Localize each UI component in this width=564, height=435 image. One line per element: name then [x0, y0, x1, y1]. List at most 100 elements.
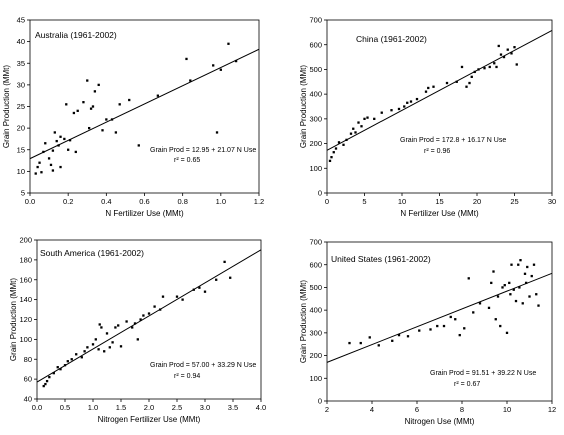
data-point [468, 81, 471, 85]
data-point [47, 157, 51, 160]
data-point [521, 302, 524, 305]
data-point [234, 59, 238, 63]
x-tick-label: 30 [548, 197, 556, 206]
data-point [185, 57, 188, 61]
data-point [175, 295, 179, 298]
data-point [337, 141, 341, 144]
data-point [114, 131, 118, 134]
data-point [477, 68, 480, 71]
data-point [334, 147, 338, 150]
data-point [391, 339, 394, 342]
data-point [53, 131, 56, 134]
regression-equation: Grain Prod = 172.8 + 16.17 N Use [400, 137, 506, 144]
data-point [499, 53, 503, 56]
data-point [192, 288, 195, 291]
data-point [181, 298, 184, 301]
x-tick-label: 0.5 [60, 403, 70, 412]
y-tick-label: 300 [309, 328, 322, 337]
data-point [478, 302, 482, 305]
x-tick-label: 1.5 [116, 403, 126, 412]
x-tick-label: 3.0 [200, 403, 210, 412]
data-point [72, 111, 76, 115]
data-point [51, 149, 55, 152]
data-point [332, 151, 335, 154]
regression-equation: Grain Prod = 57.00 + 33.29 N Use [150, 362, 256, 369]
r-squared: r² = 0.94 [174, 373, 200, 380]
y-tick-label: 0 [318, 189, 322, 198]
chart-panel: 2 4 6 8 10 12 0 100 200 300 400 500 600 700 United Sta… [299, 238, 556, 426]
x-tick-label: 0.8 [177, 197, 187, 206]
data-point [219, 68, 222, 71]
data-point [44, 142, 47, 145]
data-point [535, 293, 538, 296]
data-point [506, 48, 509, 51]
y-tick-label: 10 [17, 167, 25, 176]
data-point [418, 329, 421, 332]
data-point [528, 295, 531, 298]
x-tick-label: 0.6 [139, 197, 149, 206]
x-tick-label: 2.0 [144, 403, 154, 412]
data-point [139, 318, 142, 321]
x-tick-label: 1.0 [216, 197, 226, 206]
data-point [131, 326, 134, 329]
x-tick-label: 0.0 [25, 197, 35, 206]
data-point [42, 384, 45, 388]
x-tick-label: 20 [473, 197, 481, 206]
data-point [415, 97, 419, 101]
chart-panel: 0.0 0.2 0.4 0.6 0.8 1.0 1.2 5 10 15 20 25 30 35 40 45 Au… [2, 16, 264, 218]
plot-frame [36, 239, 262, 400]
data-point [86, 79, 89, 82]
x-tick-label: 0 [325, 197, 329, 206]
data-point [454, 318, 457, 321]
data-point [490, 281, 493, 285]
data-point [52, 372, 55, 375]
data-point [460, 65, 464, 69]
y-axis-label: Grain Production (MMt) [299, 280, 308, 363]
data-point [117, 324, 120, 327]
x-tick-label: 4 [370, 405, 374, 414]
data-point [89, 107, 93, 110]
data-point [59, 135, 62, 138]
data-point [472, 311, 475, 314]
data-point [38, 161, 41, 164]
data-point [349, 132, 353, 135]
y-tick-label: 5 [21, 189, 25, 198]
data-point [499, 324, 502, 328]
y-tick-label: 120 [19, 315, 32, 324]
x-axis-label: N Fertilizer Use (MMt) [105, 209, 184, 218]
data-point [497, 44, 500, 48]
data-point [227, 42, 230, 45]
regression-line [29, 48, 260, 160]
chart-title: Australia (1961-2002) [35, 30, 117, 40]
data-point [352, 127, 355, 130]
data-point [530, 274, 533, 278]
data-point [458, 333, 461, 337]
data-point [110, 118, 114, 121]
data-point [514, 299, 518, 303]
y-tick-label: 30 [17, 80, 25, 89]
data-point [429, 328, 432, 331]
data-point [40, 171, 43, 174]
y-axis-label: Grain Production (MMt) [2, 65, 11, 148]
y-tick-label: 35 [17, 59, 25, 68]
x-tick-label: 10 [398, 197, 406, 206]
data-point [161, 295, 165, 298]
data-point [125, 320, 128, 323]
y-tick-label: 500 [309, 283, 322, 292]
data-point [348, 341, 351, 345]
data-point [449, 315, 452, 319]
data-point [510, 263, 513, 266]
data-point [467, 277, 470, 280]
y-tick-label: 25 [17, 102, 25, 111]
y-tick-label: 180 [19, 255, 32, 264]
y-tick-label: 200 [309, 351, 322, 360]
data-point [397, 107, 401, 111]
y-tick-label: 700 [309, 238, 322, 247]
data-point [354, 131, 357, 134]
data-point [380, 111, 383, 114]
data-point [153, 305, 156, 308]
data-point [495, 65, 498, 69]
data-point [406, 335, 410, 338]
data-point [537, 304, 540, 307]
plot-frame [326, 19, 553, 194]
